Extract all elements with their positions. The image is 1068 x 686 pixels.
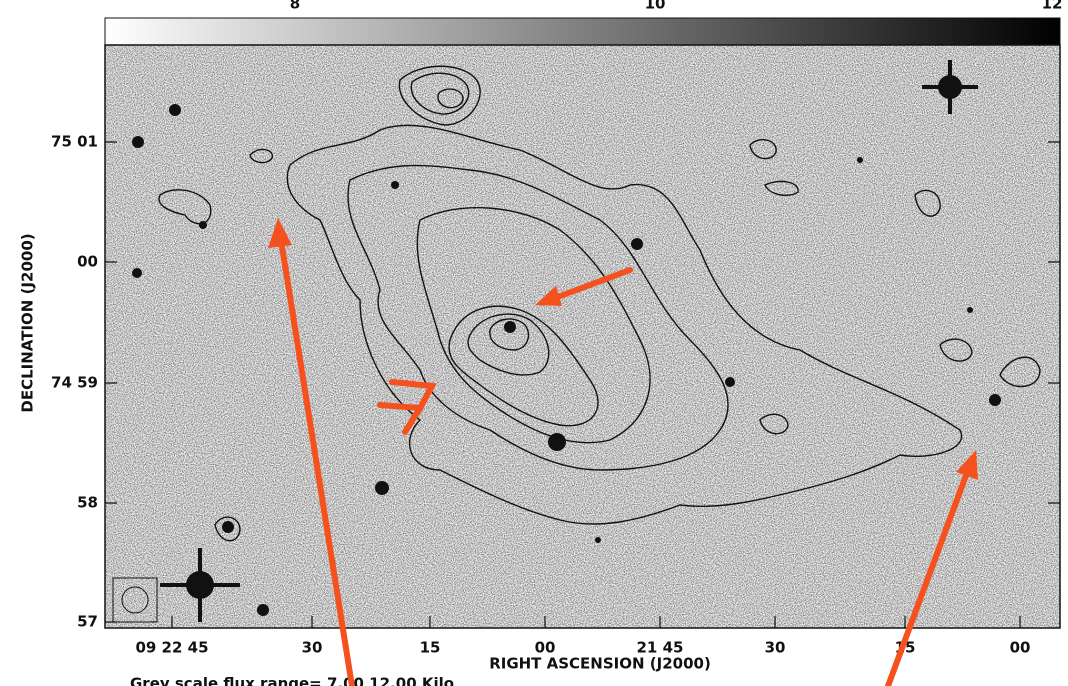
y-tick-label: 75 01 [51, 133, 98, 151]
footer-note: Grey scale flux range= 7.00 12.00 Kilo [130, 675, 454, 686]
y-tick-label: 58 [77, 494, 98, 512]
colorbar-tick: 12 [1042, 0, 1063, 13]
x-tick-label: 30 [302, 639, 323, 657]
colorbar-tick: 8 [290, 0, 300, 13]
x-axis-label: RIGHT ASCENSION (J2000) [489, 655, 711, 673]
colorbar-tick: 10 [645, 0, 666, 13]
colorbar [105, 18, 1060, 45]
x-tick-label: 09 22 45 [135, 639, 208, 657]
sky-image [105, 45, 1060, 628]
figure: 8 10 12 [0, 0, 1068, 686]
x-tick-label: 15 [420, 639, 441, 657]
y-tick-label: 57 [77, 613, 98, 631]
y-axis-label: DECLINATION (J2000) [19, 233, 37, 412]
x-tick-label: 30 [765, 639, 786, 657]
y-tick-label: 74 59 [51, 374, 98, 392]
x-tick-label: 00 [1010, 639, 1031, 657]
y-tick-label: 00 [77, 253, 98, 271]
